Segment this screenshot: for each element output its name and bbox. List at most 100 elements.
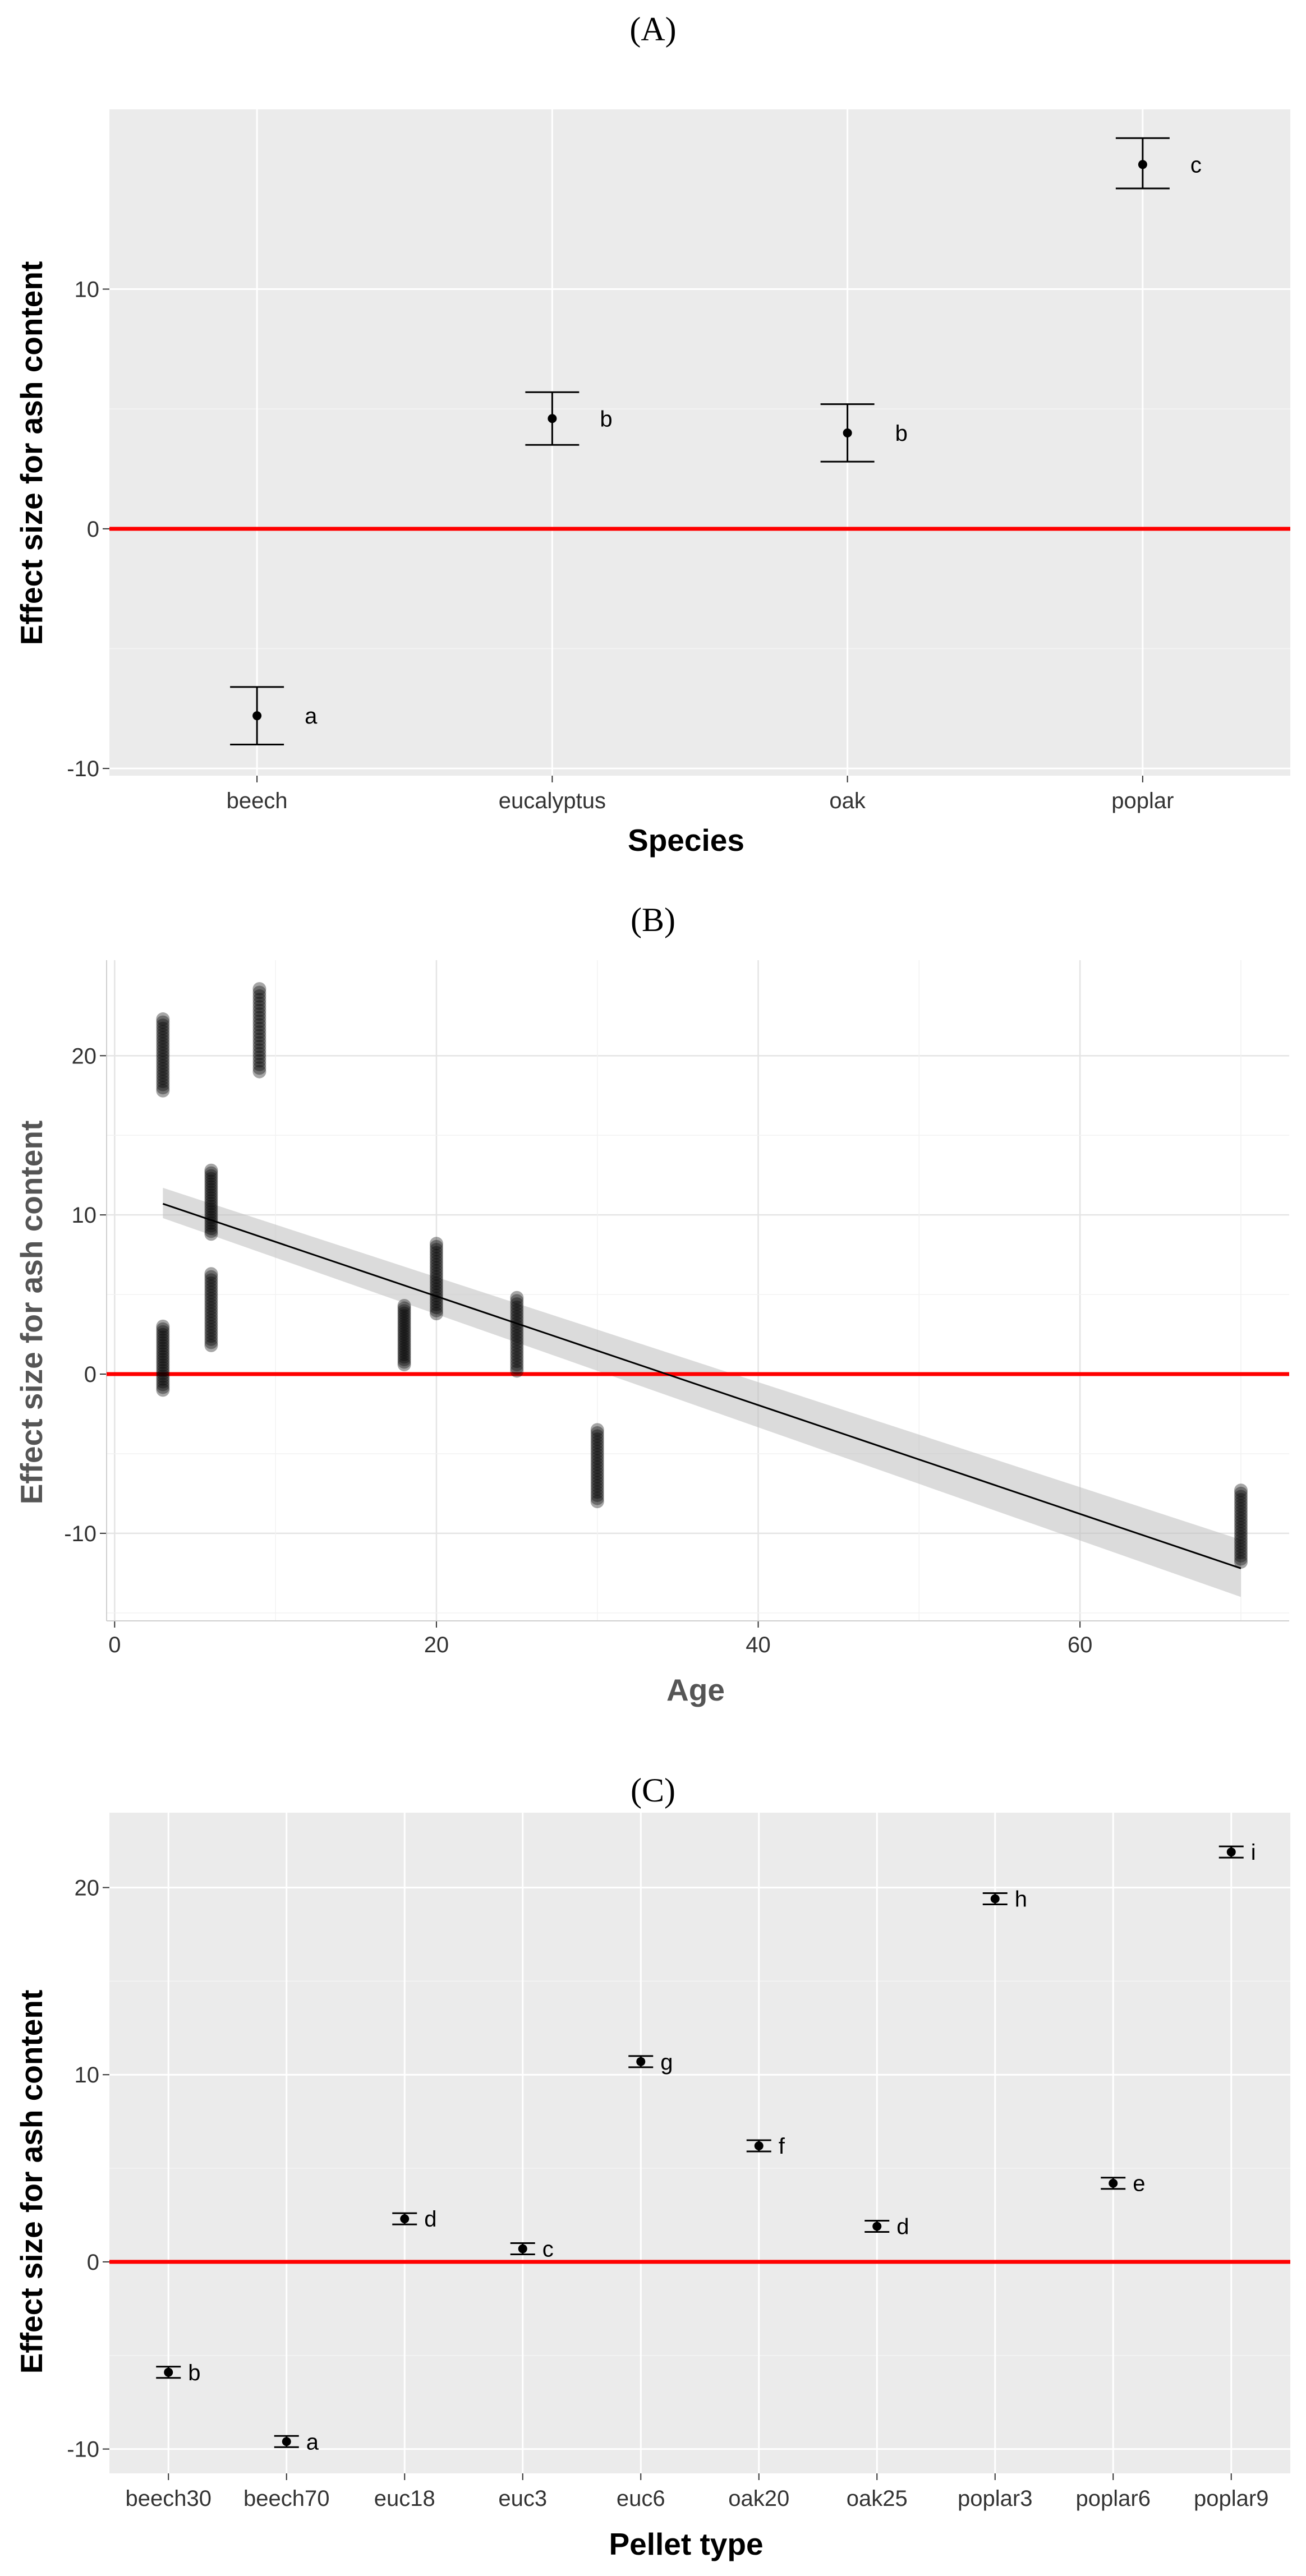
panel-b-data-point [1234, 1542, 1248, 1556]
panel-b-data-point [590, 1426, 604, 1440]
panel-b-data-point [252, 985, 266, 999]
panel-b-data-point [156, 1328, 170, 1342]
panel-b-data-point [510, 1322, 524, 1337]
panel-b-data-point [1234, 1486, 1248, 1500]
panel-b-data-point [204, 1163, 218, 1177]
panel-a-y-tick-label: 10 [75, 278, 100, 302]
panel-b-data-point [204, 1183, 218, 1197]
panel-c-y-axis-title: Effect size for ash content [14, 1990, 49, 2374]
panel-b-data-point [204, 1270, 218, 1284]
panel-b-data-point [204, 1323, 218, 1337]
panel-b-data-point [590, 1495, 604, 1509]
panel-b-confidence-ribbon [163, 1187, 1241, 1597]
panel-c-x-tick-label: poplar3 [958, 2486, 1032, 2511]
panel-c-mean-point [282, 2437, 291, 2446]
panel-b-y-tick-label: -10 [64, 1522, 96, 1546]
panel-b-data-point [204, 1166, 218, 1180]
panel-b-data-point [204, 1285, 218, 1299]
panel-b-data-point [1234, 1552, 1248, 1566]
panel-b-data-point [204, 1205, 218, 1219]
panel-b-data-point [510, 1300, 524, 1314]
panel-b-data-point [397, 1337, 411, 1351]
panel-b-data-point [252, 1000, 266, 1014]
panel-b-data-point [156, 1350, 170, 1364]
panel-b-chart: -10 0 10 20 0 20 40 60 [64, 960, 1289, 1657]
panel-b-data-point [156, 1034, 170, 1048]
panel-c-group-letter: b [188, 2361, 200, 2385]
panel-b-data-point [204, 1222, 218, 1236]
panel-b-data-point [252, 1039, 266, 1053]
panel-b-data-point [397, 1345, 411, 1359]
panel-b-data-point [156, 1369, 170, 1383]
panel-c-x-tick-label: euc18 [374, 2486, 435, 2511]
panel-b-data-point [397, 1352, 411, 1366]
panel-b-data-point [429, 1288, 443, 1302]
panel-b-data-point [590, 1454, 604, 1468]
panel-c-mean-point [872, 2222, 882, 2231]
panel-c-y-tick-label: -10 [67, 2437, 99, 2462]
panel-b-data-point [252, 996, 266, 1010]
panel-c-x-tick-label: poplar6 [1076, 2486, 1151, 2511]
panel-b-data-point [1234, 1530, 1248, 1544]
panel-a-mean-point [1138, 160, 1147, 169]
panel-b-data-point [204, 1276, 218, 1290]
panel-b-data-point [156, 1330, 170, 1344]
panel-b-x-tick-label: 20 [424, 1633, 449, 1657]
panel-c-y-tick-label: 20 [75, 1875, 100, 1900]
panel-b-data-point [429, 1267, 443, 1281]
panel-b-data-point [510, 1297, 524, 1311]
panel-b-data-point [156, 1077, 170, 1091]
panel-c-chart: -10 0 10 20 beech30 beech70 euc18 euc3 euc6 oak20… [67, 1813, 1290, 2511]
panel-b-data-point [156, 1339, 170, 1353]
panel-b-data-point [156, 1377, 170, 1391]
panel-a-x-tick-label: beech [227, 789, 288, 813]
panel-b-data-point [204, 1196, 218, 1210]
panel-b-data-point [204, 1267, 218, 1281]
panel-b-data-point [204, 1335, 218, 1349]
panel-b-data-point [204, 1314, 218, 1328]
panel-a-mean-point [548, 414, 557, 423]
panel-b-data-point [156, 1065, 170, 1079]
panel-b-data-point [1234, 1492, 1248, 1506]
panel-b-data-point [1234, 1527, 1248, 1541]
panel-b-data-point [397, 1350, 411, 1364]
panel-a-x-tick-label: poplar [1111, 789, 1174, 813]
panel-b-data-point [510, 1338, 524, 1352]
panel-c-x-tick-label: oak20 [728, 2486, 789, 2511]
panel-b-data-point [204, 1202, 218, 1216]
panel-b-data-point [397, 1342, 411, 1356]
panel-b-data-point [204, 1279, 218, 1293]
panel-b-data-point [590, 1473, 604, 1487]
panel-b-data-point [204, 1332, 218, 1346]
panel-b-data-point [510, 1294, 524, 1308]
panel-b-data-point [252, 1054, 266, 1068]
panel-b-data-point [590, 1445, 604, 1459]
panel-b-data-point [252, 1025, 266, 1039]
panel-b-data-point [590, 1439, 604, 1453]
panel-b-data-point [156, 1383, 170, 1397]
panel-b-data-point [156, 1019, 170, 1033]
panel-b-data-point [590, 1485, 604, 1499]
panel-b-data-point [204, 1224, 218, 1238]
panel-c-x-tick-label: beech30 [126, 2486, 211, 2511]
panel-b-data-point [510, 1326, 524, 1340]
panel-b-data-point [429, 1255, 443, 1269]
panel-b-data-point [397, 1309, 411, 1323]
panel-b-data-point [156, 1366, 170, 1380]
panel-b-data-point [156, 1325, 170, 1339]
panel-b-data-point [204, 1295, 218, 1309]
panel-b-data-point [590, 1460, 604, 1474]
panel-a-y-tick-label: -10 [67, 757, 99, 781]
panel-b-data-point [252, 1043, 266, 1057]
panel-b-data-point [156, 1071, 170, 1085]
panel-a-group-letter: b [600, 407, 612, 431]
panel-b-data-point [156, 1068, 170, 1082]
panel-b-data-point [156, 1375, 170, 1389]
panel-b-data-point [429, 1282, 443, 1296]
panel-b-y-tick-label: 10 [72, 1203, 97, 1228]
panel-b-data-point [252, 1064, 266, 1079]
panel-b-data-point [156, 1031, 170, 1045]
panel-b-data-point [1234, 1508, 1248, 1522]
panel-b-data-point [429, 1258, 443, 1272]
